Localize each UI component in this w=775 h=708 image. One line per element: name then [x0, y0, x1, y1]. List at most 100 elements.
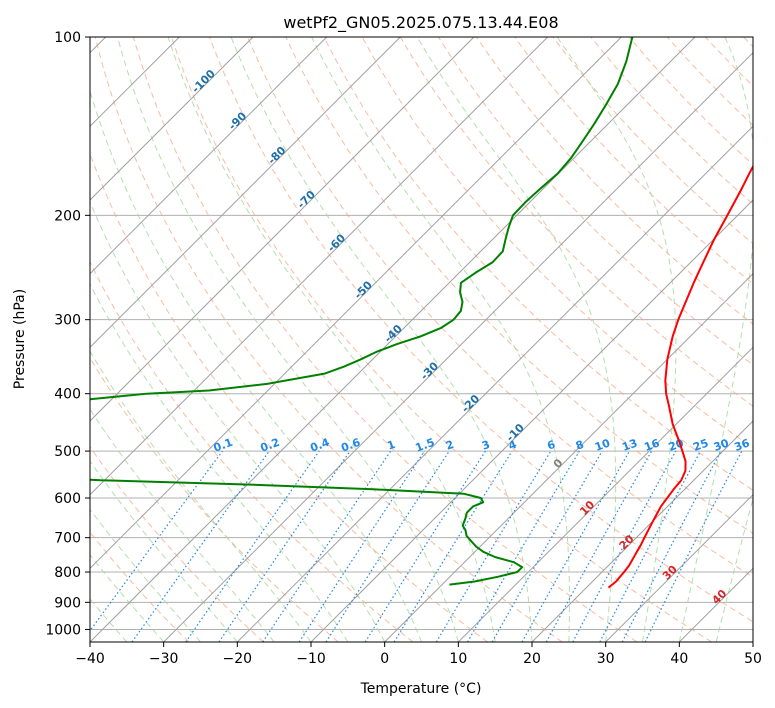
- y-tick-label: 600: [54, 491, 81, 507]
- x-tick-label: 50: [744, 651, 762, 667]
- x-tick-label: −40: [75, 651, 105, 667]
- moist-adiabat: [311, 37, 570, 642]
- y-tick-label: 800: [54, 565, 81, 581]
- y-tick-label: 700: [54, 531, 81, 547]
- isotherm: [90, 37, 622, 570]
- y-axis-ticks: 100 200 300 400 500 600 700 800 900 1000: [45, 30, 90, 638]
- isotherm: [90, 37, 401, 349]
- dry-adiabat: [209, 37, 753, 623]
- x-tick-label: 20: [523, 651, 541, 667]
- mixing-ratio-label: 1.5: [414, 436, 437, 455]
- dry-adiabat: [323, 37, 753, 491]
- mixing-ratio-lines: [90, 450, 743, 642]
- plot-background: [90, 37, 753, 642]
- mixing-ratio-label: 25: [691, 437, 710, 454]
- dry-adiabat: [514, 37, 753, 285]
- mixing-ratio-label: 3: [480, 438, 492, 453]
- y-tick-label: 400: [54, 387, 81, 403]
- moist-adiabat: [90, 283, 349, 642]
- dry-adiabat: [628, 37, 753, 166]
- isotherm: [236, 125, 753, 642]
- isotherm: [531, 420, 753, 642]
- dry-adiabat: [94, 37, 563, 642]
- isotherm: [310, 199, 753, 642]
- mixing-ratio-label: 16: [642, 436, 661, 454]
- mixing-ratio-line: [185, 450, 320, 642]
- plot-frame: [89, 36, 754, 643]
- x-tick-label: 10: [449, 651, 467, 667]
- moist-adiabat: [90, 508, 201, 642]
- isotherm: [163, 51, 753, 642]
- y-tick-label: 1000: [45, 622, 81, 638]
- y-tick-label: 900: [54, 595, 81, 611]
- dry-adiabat: [132, 37, 638, 642]
- mixing-ratio-label: 8: [574, 438, 586, 453]
- y-tick-label: 200: [54, 208, 81, 224]
- isotherm: [90, 37, 328, 275]
- isotherm: [90, 37, 549, 496]
- temperature-profile: [607, 164, 753, 589]
- dry-adiabat: [476, 37, 753, 325]
- moist-adiabat: [416, 37, 617, 642]
- pressure-grid: [90, 37, 753, 630]
- mixing-ratio-line: [491, 450, 603, 642]
- mixing-ratio-label: 6: [545, 438, 557, 453]
- x-tick-label: 40: [670, 651, 688, 667]
- mixing-ratio-label: 13: [620, 437, 639, 454]
- mixing-ratio-label: 10: [593, 436, 612, 454]
- mixing-ratio-line: [218, 450, 351, 642]
- x-axis-ticks: −40 −30 −20 −10 0 10 20 30 40 50: [75, 642, 762, 667]
- moist-adiabat: [90, 89, 422, 642]
- mixing-ratio-line: [435, 450, 552, 642]
- mixing-ratio-label: 0.4: [309, 436, 332, 455]
- mixing-ratio-labels: 0.1 0.2 0.4 0.6 1 1.5 2 3 4 6 8 10 13 16 20 25 30 36: [212, 436, 752, 455]
- mixing-ratio-label: 2: [444, 438, 456, 453]
- moist-adiabat: [678, 37, 753, 642]
- x-tick-label: −10: [296, 651, 326, 667]
- isotherm: [605, 493, 753, 642]
- mixing-ratio-label: 36: [733, 436, 752, 454]
- x-tick-label: 0: [380, 651, 389, 667]
- dry-adiabat: [90, 446, 264, 642]
- mixing-ratio-line: [325, 450, 450, 642]
- isotherm: [457, 346, 753, 642]
- dewpoint-profile: [90, 37, 634, 586]
- mixing-ratio-label: 30: [712, 436, 731, 454]
- moist-adiabat: [90, 200, 386, 642]
- x-tick-label: 30: [597, 651, 615, 667]
- isotherm: [90, 37, 254, 201]
- moist-adiabat: [230, 37, 533, 642]
- dry-adiabats: [90, 37, 753, 642]
- chart-title: wetPf2_GN05.2025.075.13.44.E08: [283, 13, 558, 33]
- mixing-ratio-label: 0.6: [339, 436, 362, 455]
- mixing-ratio-line: [364, 450, 486, 642]
- dry-adiabat: [399, 37, 753, 407]
- y-tick-label: 100: [54, 30, 81, 46]
- moist-adiabat: [90, 460, 238, 642]
- mixing-ratio-label: 4: [507, 438, 519, 453]
- skewed-isotherms: [90, 37, 753, 642]
- y-tick-label: 500: [54, 444, 81, 460]
- mixing-ratio-line: [466, 450, 580, 642]
- moist-adiabat: [90, 408, 275, 642]
- isotherm: [384, 272, 753, 642]
- x-tick-label: −30: [149, 651, 179, 667]
- x-axis-label: Temperature (°C): [360, 681, 482, 697]
- moist-adiabat: [167, 37, 496, 642]
- mixing-ratio-label: 0.2: [259, 436, 282, 455]
- mixing-ratio-line: [131, 450, 270, 642]
- mixing-ratio-line: [521, 450, 631, 642]
- moist-adiabat: [715, 496, 753, 642]
- isotherm: [90, 37, 475, 422]
- isotherm: [90, 37, 696, 642]
- mixing-ratio-line: [572, 450, 677, 642]
- mixing-ratio-label: 1: [385, 438, 397, 453]
- x-tick-label: −20: [223, 651, 253, 667]
- dry-adiabat: [90, 260, 414, 642]
- moist-adiabat: [556, 37, 677, 642]
- mixing-ratio-label: 0.1: [212, 436, 235, 455]
- y-axis-label: Pressure (hPa): [12, 289, 28, 389]
- y-tick-label: 300: [54, 313, 81, 329]
- dry-adiabat: [247, 37, 753, 578]
